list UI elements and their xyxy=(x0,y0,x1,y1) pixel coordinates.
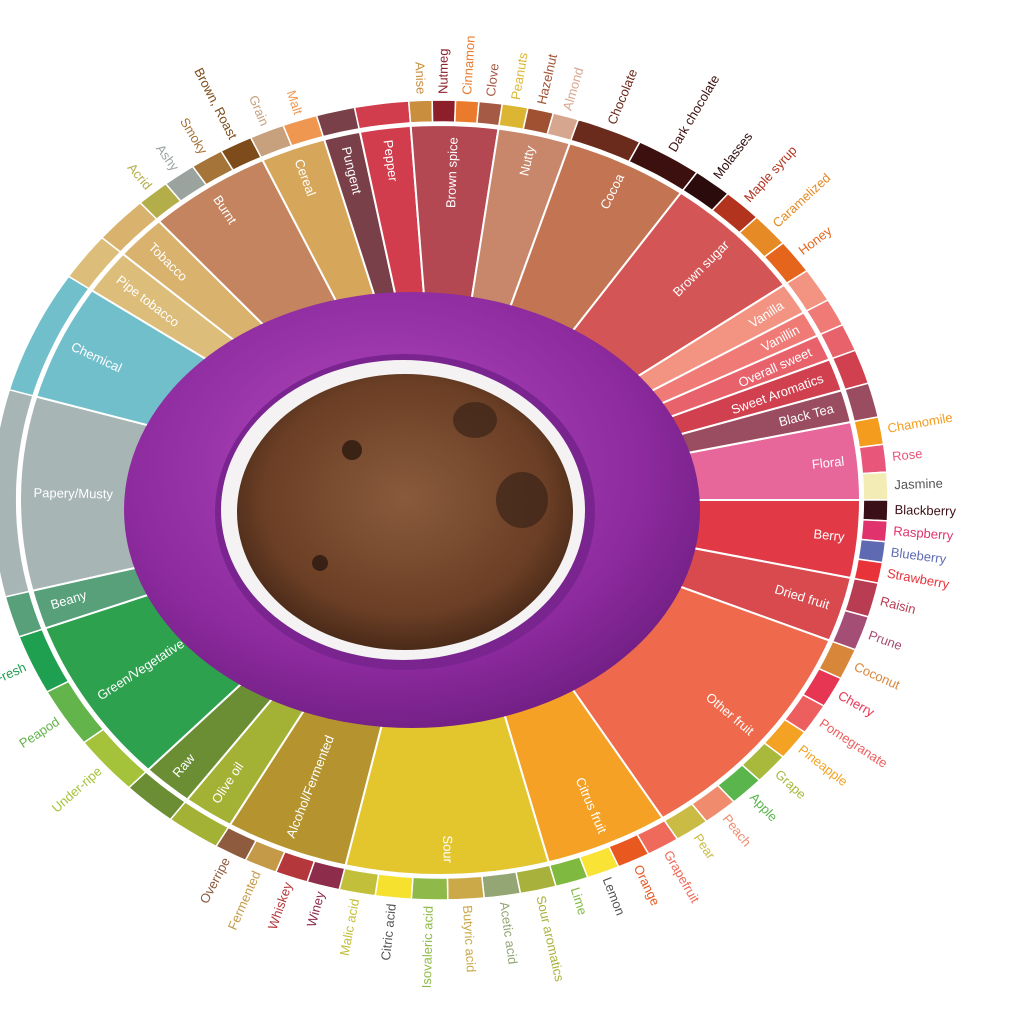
flavor-label: Pear xyxy=(691,831,719,863)
flavor-swatch xyxy=(446,875,486,901)
segment-label: Nutty xyxy=(516,144,538,177)
flavor-label: Hazelnut xyxy=(534,52,560,106)
flavor-label: Rose xyxy=(891,446,923,464)
flavor-label: Sour aromatics xyxy=(533,894,567,983)
flavor-label: Dark chocolate xyxy=(665,72,722,154)
segment-label: Brown spice xyxy=(443,137,460,208)
flavor-label: Fresh xyxy=(0,659,28,686)
flavor-label: Maple syrup xyxy=(741,143,800,205)
flavor-label: Smoky xyxy=(177,115,211,157)
flavor-label: Molasses xyxy=(710,129,756,182)
flavor-swatch xyxy=(853,415,885,449)
segment-label: Pepper xyxy=(381,139,401,183)
flavor-label: Honey xyxy=(796,223,835,258)
coffee-cup xyxy=(124,292,700,728)
flavor-label: Almond xyxy=(560,66,587,113)
flavor-label: Chocolate xyxy=(604,67,640,127)
flavor-label: Coconut xyxy=(852,659,903,693)
flavor-label: Grape xyxy=(772,767,809,802)
flavor-label: Butyric acid xyxy=(460,905,479,973)
flavor-label: Fermented xyxy=(225,869,264,933)
flavor-label: Blueberry xyxy=(890,545,948,567)
flavor-label: Orange xyxy=(631,862,663,908)
flavor-swatch xyxy=(410,876,449,901)
flavor-label: Pineapple xyxy=(796,742,851,789)
flavor-label: Malic acid xyxy=(337,897,362,957)
segment-label: Papery/Musty xyxy=(33,485,113,501)
flavor-swatch xyxy=(338,867,380,897)
flavor-label: Grain xyxy=(246,93,272,128)
flavor-swatch xyxy=(860,519,889,543)
flavor-label: Citric acid xyxy=(378,903,399,961)
flavor-label: Prune xyxy=(866,627,904,653)
flavor-swatch xyxy=(861,471,889,501)
flavor-label: Peanuts xyxy=(508,51,531,101)
flavor-label: Peach xyxy=(720,811,755,849)
flavor-label: Under-ripe xyxy=(49,764,105,816)
flavor-label: Acetic acid xyxy=(497,901,521,965)
flavor-label: Acrid xyxy=(125,160,156,192)
flavor-label: Isovaleric acid xyxy=(419,906,436,989)
flavor-label: Whiskey xyxy=(265,880,296,932)
flavor-label: Raisin xyxy=(879,593,918,617)
bubble xyxy=(453,402,497,438)
coffee xyxy=(237,374,573,650)
bubble xyxy=(342,440,362,460)
flavor-label: Lime xyxy=(568,885,591,916)
flavor-label: Cherry xyxy=(836,688,878,720)
flavor-label: Ashy xyxy=(153,142,182,175)
segment-label: Floral xyxy=(811,454,845,472)
flavor-label: Clove xyxy=(483,63,502,98)
flavor-swatch xyxy=(858,443,888,475)
flavor-label: Strawberry xyxy=(886,566,951,592)
flavor-label: Anise xyxy=(412,62,428,95)
flavor-label: Raspberry xyxy=(893,523,954,543)
flavor-label: Malt xyxy=(284,88,306,116)
flavor-label: Jasmine xyxy=(894,476,943,493)
segment-label: Berry xyxy=(813,526,846,544)
flavor-label: Overripe xyxy=(197,855,234,906)
flavor-swatch xyxy=(353,100,412,130)
flavor-swatch xyxy=(374,873,414,900)
flavor-label: Winey xyxy=(304,889,328,928)
flavor-label: Caramelized xyxy=(769,170,833,230)
flavor-label: Peapod xyxy=(16,714,62,751)
flavor-label: Nutmeg xyxy=(435,48,450,94)
flavor-swatch xyxy=(843,382,880,423)
flavor-swatch xyxy=(454,99,480,125)
flavor-label: Lemon xyxy=(600,875,628,917)
flavor-swatch xyxy=(407,99,434,124)
flavor-label: Cinnamon xyxy=(459,35,478,95)
flavor-swatch xyxy=(431,99,457,123)
flavor-label: Apple xyxy=(747,790,781,824)
flavor-label: Grapefruit xyxy=(661,848,703,906)
flavor-swatch xyxy=(476,100,504,127)
bubble xyxy=(496,472,548,528)
flavor-swatch xyxy=(515,864,557,895)
bubble xyxy=(312,555,328,571)
flavor-swatch xyxy=(862,499,889,522)
segment-label: Sour xyxy=(440,835,455,863)
flavor-label: Blackberry xyxy=(894,502,956,519)
flavor-swatch xyxy=(480,871,522,899)
flavor-label: Chamomile xyxy=(886,410,953,436)
